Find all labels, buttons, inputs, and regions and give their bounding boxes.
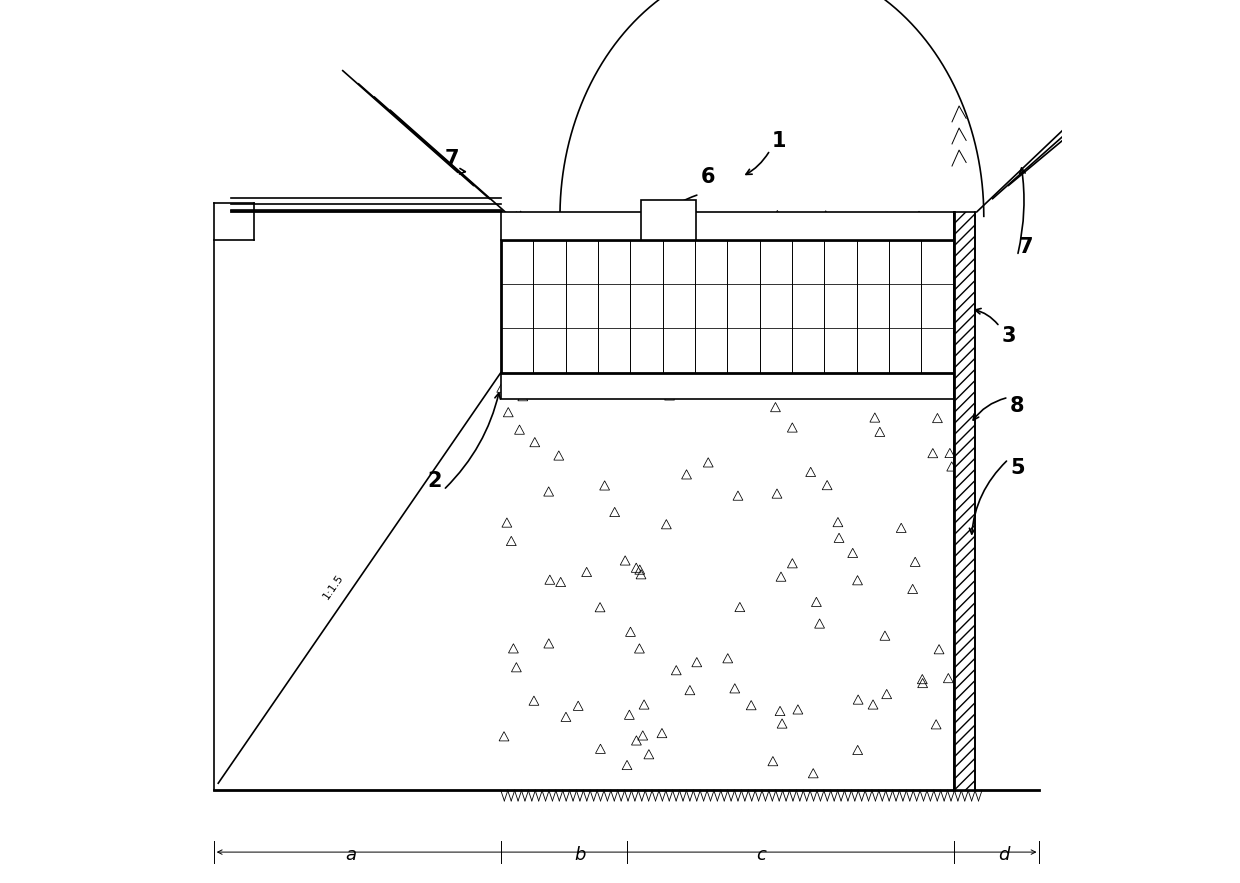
Text: 8: 8 xyxy=(1011,396,1024,416)
Text: 5: 5 xyxy=(1011,458,1024,478)
Bar xyxy=(501,212,954,240)
Text: 1:1.5: 1:1.5 xyxy=(321,572,345,601)
Bar xyxy=(501,373,954,399)
Text: 7: 7 xyxy=(445,149,460,169)
Text: c: c xyxy=(756,846,766,864)
Bar xyxy=(501,240,954,373)
Text: d: d xyxy=(998,846,1009,864)
Bar xyxy=(641,200,696,240)
Text: b: b xyxy=(574,846,587,864)
Text: 6: 6 xyxy=(701,167,715,186)
Text: a: a xyxy=(345,846,356,864)
Text: 2: 2 xyxy=(428,472,441,491)
Text: 7: 7 xyxy=(1019,238,1033,257)
Bar xyxy=(954,212,975,790)
Text: 1: 1 xyxy=(771,132,786,151)
Text: 3: 3 xyxy=(1001,326,1016,345)
